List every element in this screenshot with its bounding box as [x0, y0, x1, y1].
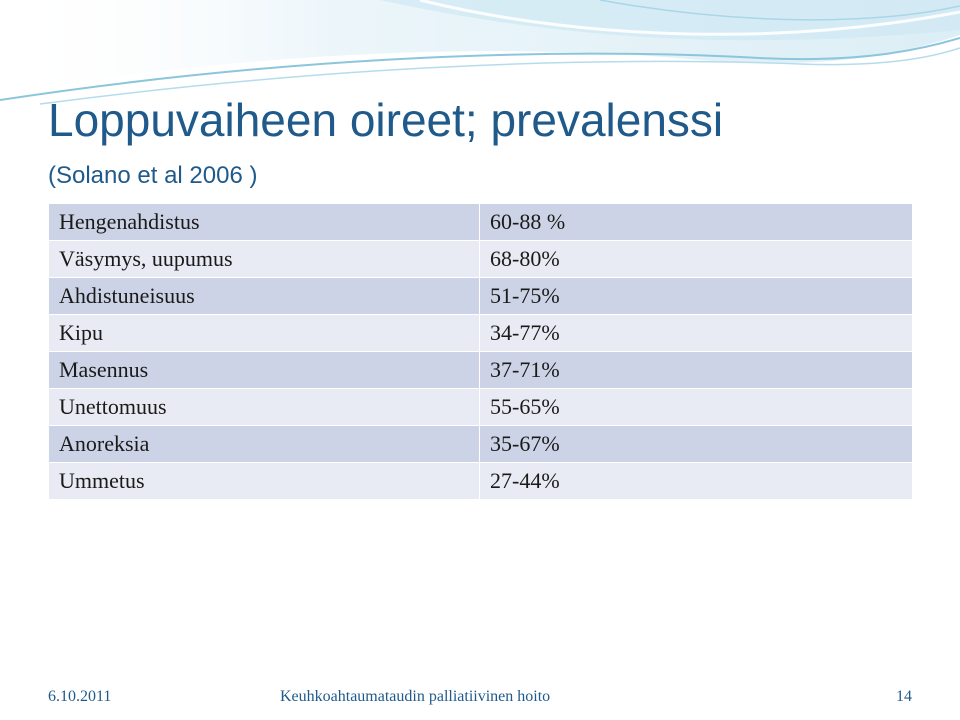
slide-title: Loppuvaiheen oireet; prevalenssi [48, 94, 724, 146]
table-row: Väsymys, uupumus 68-80% [48, 240, 913, 278]
table-row: Unettomuus 55-65% [48, 388, 913, 426]
prevalence-table: Hengenahdistus 60-88 % Väsymys, uupumus … [48, 203, 913, 500]
header-wave-decoration [0, 0, 960, 105]
footer-presentation-title: Keuhkoahtaumataudin palliatiivinen hoito [280, 688, 551, 705]
footer-page-number: 14 [896, 688, 912, 705]
symptom-cell: Ahdistuneisuus [48, 277, 480, 315]
prevalence-cell: 37-71% [479, 351, 913, 389]
slide-subtitle: (Solano et al 2006 ) [48, 162, 258, 189]
prevalence-cell: 27-44% [479, 462, 913, 500]
symptom-cell: Hengenahdistus [48, 203, 480, 241]
prevalence-cell: 60-88 % [479, 203, 913, 241]
prevalence-cell: 35-67% [479, 425, 913, 463]
symptom-cell: Masennus [48, 351, 480, 389]
table-row: Hengenahdistus 60-88 % [48, 203, 913, 241]
symptom-cell: Unettomuus [48, 388, 480, 426]
table-row: Kipu 34-77% [48, 314, 913, 352]
footer-date: 6.10.2011 [48, 688, 112, 705]
table-row: Masennus 37-71% [48, 351, 913, 389]
table-row: Anoreksia 35-67% [48, 425, 913, 463]
prevalence-cell: 68-80% [479, 240, 913, 278]
prevalence-cell: 55-65% [479, 388, 913, 426]
prevalence-cell: 34-77% [479, 314, 913, 352]
table-row: Ummetus 27-44% [48, 462, 913, 500]
prevalence-cell: 51-75% [479, 277, 913, 315]
table-row: Ahdistuneisuus 51-75% [48, 277, 913, 315]
symptom-cell: Anoreksia [48, 425, 480, 463]
symptom-cell: Ummetus [48, 462, 480, 500]
symptom-cell: Väsymys, uupumus [48, 240, 480, 278]
symptom-cell: Kipu [48, 314, 480, 352]
